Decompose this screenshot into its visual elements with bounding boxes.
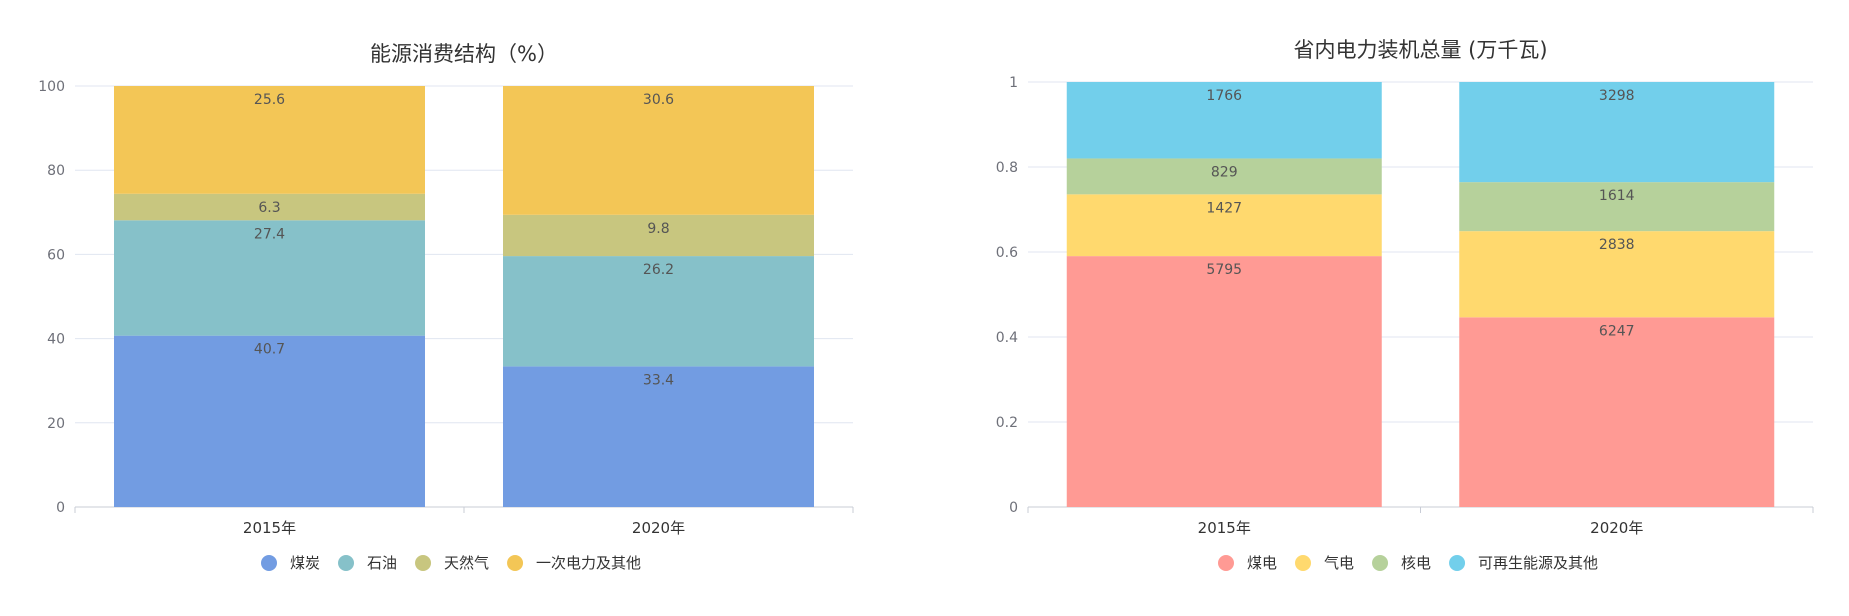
y-tick-label: 1 [1009,75,1018,91]
y-tick-label: 20 [47,416,65,432]
chart-2: 省内电力装机总量 (万千瓦) 0 0.2 0.4 0.6 0.8 1 5795 1427 829 1… [996,38,1813,572]
data-label: 27.4 [254,226,285,242]
data-label: 1766 [1206,88,1242,104]
y-tick-label: 0 [1009,500,1018,516]
data-label: 829 [1211,164,1238,180]
legend-marker [1372,555,1388,571]
legend-label: 煤炭 [290,554,320,572]
legend-marker [415,555,431,571]
y-tick-label: 80 [47,163,65,179]
data-label: 3298 [1599,88,1635,104]
legend-item[interactable]: 气电 [1295,554,1354,572]
legend-item[interactable]: 天然气 [415,554,489,572]
data-label: 1427 [1206,200,1242,216]
legend-marker [1449,555,1465,571]
data-label: 6247 [1599,323,1635,339]
x-tick-label: 2020年 [632,519,685,537]
data-label: 40.7 [254,342,285,358]
legend-label: 天然气 [444,554,489,572]
legend-marker [1218,555,1234,571]
legend-item[interactable]: 煤电 [1218,554,1277,572]
legend-item[interactable]: 煤炭 [261,554,320,572]
y-tick-label: 0.2 [996,415,1018,431]
chart-title: 省内电力装机总量 (万千瓦) [1293,38,1547,62]
data-label: 26.2 [643,262,674,278]
y-tick-label: 100 [38,79,65,95]
bar-segment[interactable] [1067,256,1382,507]
y-tick-label: 0.6 [996,245,1018,261]
legend-marker [261,555,277,571]
x-tick-label: 2015年 [243,519,296,537]
x-tick-label: 2020年 [1590,519,1643,537]
y-tick-label: 40 [47,332,65,348]
legend-item[interactable]: 石油 [338,554,397,572]
data-label: 30.6 [643,92,674,108]
legend-item[interactable]: 一次电力及其他 [507,554,641,572]
legend-label: 煤电 [1247,554,1277,572]
y-tick-label: 0.8 [996,160,1018,176]
chart-title: 能源消费结构（%） [370,42,558,66]
data-label: 5795 [1206,262,1242,278]
chart-1: 能源消费结构（%） 0 20 40 60 80 100 40.7 27.4 6.3 25.6 2015… [38,42,853,572]
legend-marker [507,555,523,571]
y-tick-label: 0.4 [996,330,1018,346]
data-label: 2838 [1599,237,1635,253]
data-label: 1614 [1599,188,1635,204]
data-label: 9.8 [647,221,669,237]
legend-label: 可再生能源及其他 [1478,554,1598,572]
legend-label: 一次电力及其他 [536,554,641,572]
x-tick-label: 2015年 [1198,519,1251,537]
legend-item[interactable]: 可再生能源及其他 [1449,554,1598,572]
legend-label: 气电 [1324,554,1354,572]
legend-item[interactable]: 核电 [1372,554,1431,572]
legend-marker [1295,555,1311,571]
data-label: 6.3 [258,200,280,216]
legend-label: 石油 [367,554,397,572]
legend-label: 核电 [1401,554,1431,572]
bar-segment[interactable] [1459,317,1774,507]
legend-marker [338,555,354,571]
y-tick-label: 60 [47,247,65,263]
data-label: 25.6 [254,92,285,108]
y-tick-label: 0 [56,500,65,516]
bar-segment[interactable] [114,336,425,507]
data-label: 33.4 [643,372,674,388]
